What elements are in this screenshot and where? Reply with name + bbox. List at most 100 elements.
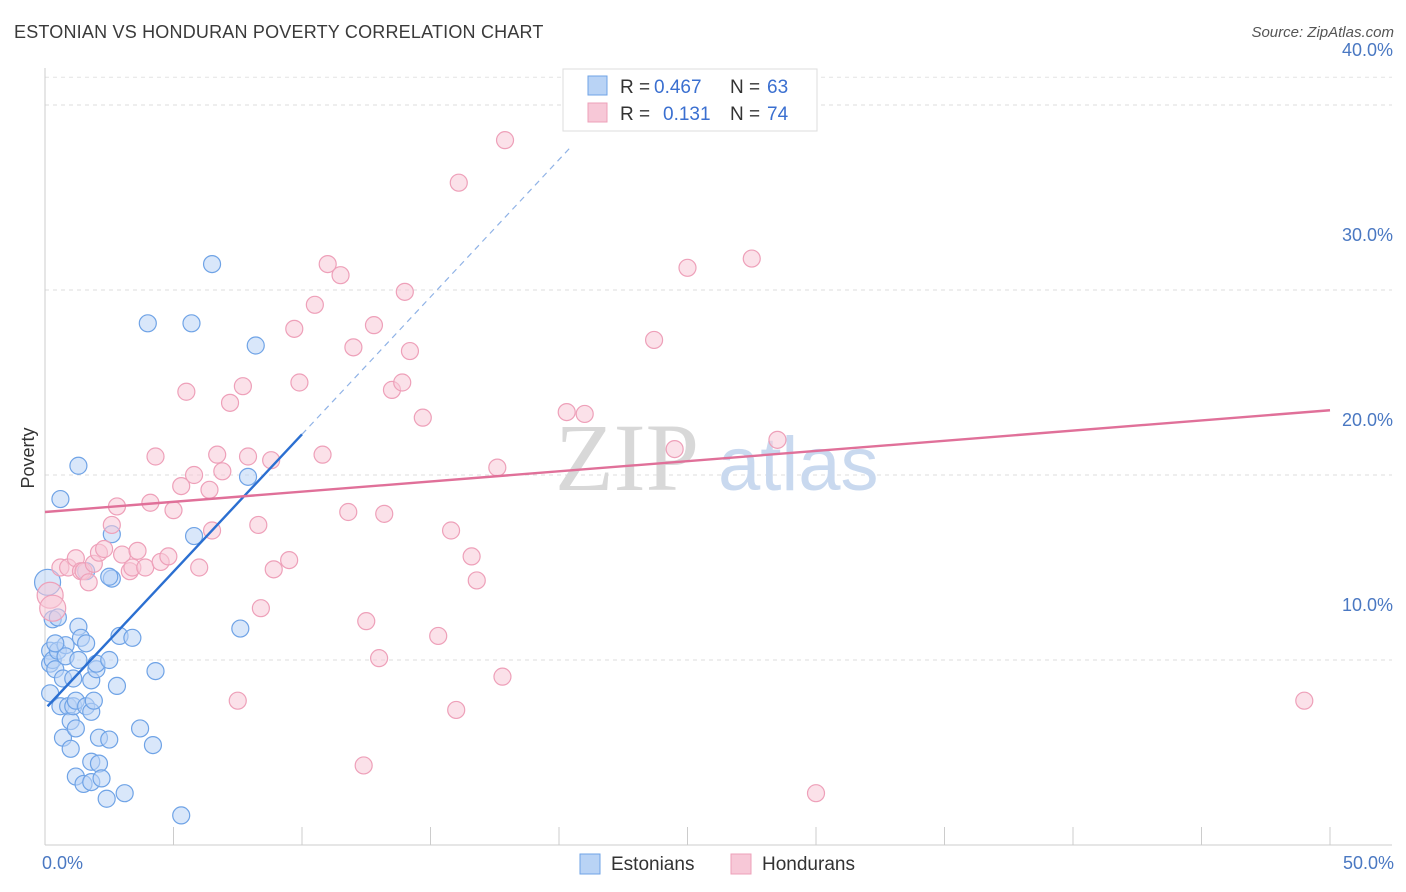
estonians-point-42: [100, 730, 119, 749]
y-tick-label-30: 30.0%: [1342, 225, 1393, 245]
hondurans-point-41: [290, 373, 309, 392]
hondurans-point-21: [159, 547, 178, 566]
estonians-point-59: [238, 467, 258, 486]
hondurans-point-11: [102, 515, 121, 535]
hondurans-point-68: [575, 404, 594, 424]
legend-r-value-hondurans: 0.131: [663, 104, 711, 125]
hondurans-point-24: [177, 382, 196, 401]
hondurans-point-26: [190, 558, 209, 577]
hondurans-point-49: [357, 612, 376, 631]
hondurans-point-48: [354, 756, 373, 775]
hondurans-point-56: [400, 341, 420, 361]
estonians-point-55: [182, 314, 201, 333]
axes: [44, 68, 1392, 846]
watermark: ZIP atlas: [555, 404, 879, 511]
estonians-point-60: [246, 336, 265, 355]
estonians-point-41: [97, 789, 116, 808]
hondurans-point-7: [79, 573, 98, 592]
hondurans-point-46: [339, 502, 358, 522]
y-tick-label-10: 10.0%: [1342, 595, 1393, 615]
hondurans-point-19: [146, 447, 165, 466]
hondurans-point-10: [95, 539, 114, 559]
hondurans-point-69: [644, 330, 664, 350]
estonians-point-9: [51, 489, 70, 509]
hondurans-point-45: [331, 266, 350, 285]
estonians-point-17: [61, 739, 80, 758]
stats-legend: R = 0.467 N = 63 R = 0.131 N = 74: [562, 68, 818, 132]
legend-n-value-estonians: 63: [767, 77, 788, 98]
estonians-point-52: [143, 735, 163, 755]
estonians-point-62: [46, 634, 65, 653]
hondurans-point-38: [264, 560, 283, 579]
hondurans-point-31: [220, 393, 240, 412]
hondurans-point-17: [136, 558, 155, 577]
hondurans-point-74: [806, 784, 826, 803]
hondurans-point-35: [249, 515, 268, 535]
watermark-atlas: atlas: [718, 422, 879, 507]
hondurans-point-52: [375, 504, 394, 523]
estonians-point-53: [146, 661, 165, 681]
hondurans-point-1: [39, 594, 67, 622]
estonians-point-35: [84, 691, 103, 710]
source-credit: Source: ZipAtlas.com: [1251, 24, 1394, 41]
legend-hondurans-swatch: [730, 853, 752, 875]
hondurans-point-71: [678, 258, 697, 277]
data-points: [33, 131, 1314, 825]
hondurans-swatch: [587, 102, 608, 123]
estonians-point-46: [107, 676, 127, 696]
legend-hondurans-label: Hondurans: [762, 854, 855, 875]
hondurans-point-47: [344, 338, 363, 357]
hondurans-point-75: [1295, 691, 1314, 710]
hondurans-trend-line: [44, 409, 1331, 514]
estonians-trend-line: [46, 433, 303, 708]
hondurans-point-59: [441, 521, 461, 540]
y-tick-labels: 10.0% 20.0% 30.0% 40.0%: [1342, 40, 1393, 615]
estonians-point-21: [66, 719, 85, 738]
legend-estonians-label: Estonians: [611, 854, 694, 875]
hondurans-point-42: [305, 295, 324, 314]
estonians-point-61: [100, 567, 119, 586]
estonians-point-30: [69, 456, 88, 475]
hondurans-point-61: [449, 173, 468, 192]
hondurans-point-43: [313, 445, 332, 464]
series-legend: Estonians Hondurans: [579, 853, 855, 875]
hondurans-point-51: [370, 649, 389, 668]
legend-estonians-swatch: [579, 853, 601, 875]
estonians-point-40: [92, 769, 111, 788]
hondurans-point-44: [318, 255, 337, 274]
hondurans-point-70: [665, 440, 684, 459]
hondurans-point-40: [285, 319, 304, 338]
estonians-point-54: [172, 806, 191, 825]
legend-r-label-hondurans: R =: [620, 104, 650, 125]
hondurans-point-62: [462, 547, 481, 566]
legend-n-value-hondurans: 74: [767, 104, 789, 125]
estonians-point-57: [202, 255, 222, 274]
hondurans-point-64: [488, 458, 507, 477]
estonians-point-50: [130, 719, 150, 738]
estonians-point-24: [69, 650, 88, 670]
hondurans-point-65: [493, 667, 512, 686]
hondurans-point-57: [413, 408, 432, 427]
hondurans-point-60: [447, 700, 466, 720]
hondurans-point-32: [228, 691, 247, 710]
y-axis-label: Poverty: [18, 427, 38, 488]
hondurans-point-73: [768, 430, 787, 449]
legend-n-label-estonians: N =: [730, 77, 760, 98]
hondurans-point-33: [233, 377, 252, 396]
hondurans-point-22: [164, 501, 183, 520]
legend-r-label-estonians: R =: [620, 77, 650, 98]
hondurans-point-30: [213, 462, 232, 481]
estonians-point-56: [184, 526, 204, 546]
estonians-point-28: [77, 634, 96, 653]
estonians-point-58: [231, 619, 250, 638]
hondurans-point-29: [208, 445, 227, 464]
hondurans-point-67: [557, 403, 576, 422]
hondurans-point-39: [280, 550, 299, 570]
hondurans-point-50: [364, 316, 384, 335]
hondurans-point-54: [393, 373, 412, 392]
trend-lines: [44, 145, 1331, 708]
estonians-point-48: [115, 784, 134, 803]
hondurans-point-23: [172, 477, 191, 496]
hondurans-point-72: [742, 249, 761, 268]
